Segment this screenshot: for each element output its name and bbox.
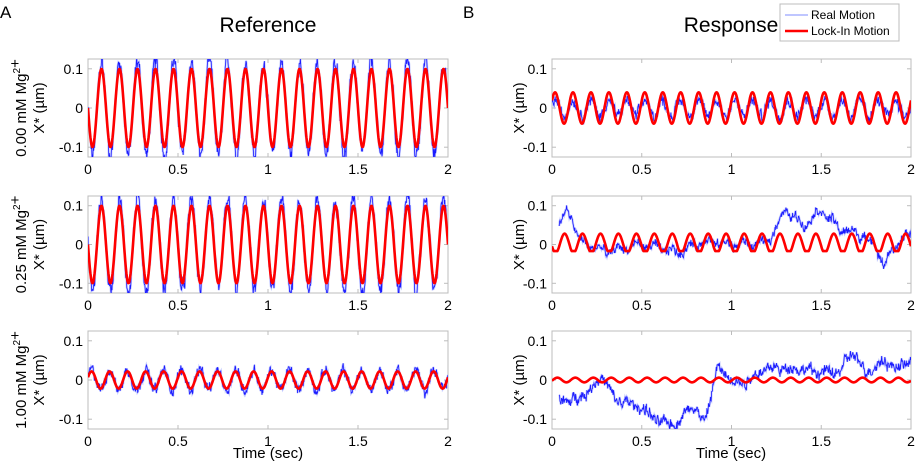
x-tick-label: 0 [84,161,92,177]
y-tick-label: 0 [539,372,547,388]
y-tick-label: -0.1 [523,275,547,291]
y-axis-label: X* (µm) [511,354,528,405]
lock-in-motion-line [88,67,448,149]
panel-resp-1.00: 0 0.5 1 1.5 2-0.100.1X* (µm) [511,330,915,449]
real-motion-line [558,351,911,429]
x-tick-label: 0.5 [632,433,652,449]
x-tick-label: 1 [264,433,272,449]
x-axis-label-right: Time (sec) [696,445,766,462]
x-tick-label: 0 [548,297,556,313]
panel-letter-b: B [463,3,474,22]
x-tick-label: 1 [264,161,272,177]
legend-label-lockin: Lock-In Motion [811,24,890,38]
y-tick-label: 0 [75,100,83,116]
x-tick-label: 0.5 [632,161,652,177]
y-tick-label: 0.1 [528,61,548,77]
column-title-response: Response [684,14,779,37]
row-label-concentration: 0.25 mM Mg2+ [7,195,30,293]
y-tick-label: 0 [539,100,547,116]
y-tick-label: -0.1 [59,411,83,427]
y-tick-label: -0.1 [59,139,83,155]
legend-label-real: Real Motion [811,8,875,22]
y-tick-label: 0.1 [528,198,548,214]
x-tick-label: 0 [84,297,92,313]
lock-in-motion-line [552,376,911,384]
x-tick-label: 0.5 [168,297,188,313]
x-tick-label: 2 [444,297,452,313]
lock-in-motion-line [552,91,911,125]
x-tick-label: 2 [907,297,915,313]
x-tick-label: 0.5 [632,297,652,313]
x-tick-label: 1.5 [348,297,368,313]
column-title-reference: Reference [220,14,317,37]
x-tick-label: 0 [548,433,556,449]
x-tick-label: 1 [728,297,736,313]
x-tick-label: 1.5 [812,433,832,449]
x-tick-label: 1 [728,433,736,449]
legend-box [779,3,900,42]
y-axis-label: X* (µm) [31,82,48,133]
y-tick-label: 0 [75,237,83,253]
row-label-concentration: 0.00 mM Mg2+ [7,59,30,157]
lock-in-motion-line [88,370,448,390]
y-tick-label: 0 [75,372,83,388]
y-tick-label: 0.1 [528,333,548,349]
x-tick-label: 2 [444,433,452,449]
y-tick-label: 0.1 [64,61,84,77]
legend: Real Motion Lock-In Motion [779,3,900,42]
x-tick-label: 0.5 [168,433,188,449]
panel-ref-0.25: 0 0.5 1 1.5 2-0.100.10.25 mM Mg2+X* (µm) [7,195,452,313]
real-motion-line [558,205,911,269]
x-tick-label: 1.5 [348,161,368,177]
panel-letter-a: A [0,3,12,22]
y-axis-label: X* (µm) [31,354,48,405]
x-tick-label: 2 [907,433,915,449]
x-tick-label: 1.5 [812,297,832,313]
y-tick-label: -0.1 [59,275,83,291]
panel-resp-0.25: 0 0.5 1 1.5 2-0.100.1X* (µm) [511,195,915,313]
x-tick-label: 0 [548,161,556,177]
x-tick-label: 1.5 [812,161,832,177]
x-tick-label: 2 [907,161,915,177]
y-tick-label: 0.1 [64,333,84,349]
x-axis-label-left: Time (sec) [233,445,303,462]
panel-ref-0.00: 0 0.5 1 1.5 2-0.100.10.00 mM Mg2+X* (µm) [7,58,452,177]
y-axis-label: X* (µm) [511,219,528,270]
x-tick-label: 1 [728,161,736,177]
lock-in-motion-line [88,204,448,285]
y-axis-label: X* (µm) [31,219,48,270]
panel-ref-1.00: 0 0.5 1 1.5 2-0.100.11.00 mM Mg2+X* (µm) [7,330,452,449]
y-axis-label: X* (µm) [511,82,528,133]
lock-in-motion-line [552,232,911,253]
x-tick-label: 1.5 [348,433,368,449]
y-tick-label: 0.1 [64,198,84,214]
y-tick-label: -0.1 [523,411,547,427]
x-tick-label: 2 [444,161,452,177]
y-tick-label: 0 [539,237,547,253]
x-tick-label: 0 [84,433,92,449]
row-label-concentration: 1.00 mM Mg2+ [7,331,30,429]
y-tick-label: -0.1 [523,139,547,155]
x-tick-label: 0.5 [168,161,188,177]
panel-resp-0.00: 0 0.5 1 1.5 2-0.100.1X* (µm) [511,58,915,177]
x-tick-label: 1 [264,297,272,313]
